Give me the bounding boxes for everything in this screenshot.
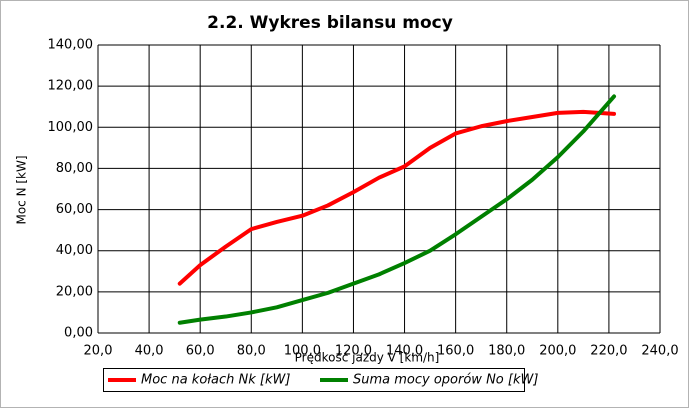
x-tick-label: 200,0 [539,344,576,359]
y-tick-label: 60,00 [56,202,93,217]
x-tick-label: 60,0 [186,344,215,359]
y-tick-label: 120,00 [48,79,94,94]
x-tick-label: 220,0 [590,344,627,359]
x-axis-label: Prędkość jazdy V [km/h] [295,351,440,365]
x-tick-label: 20,0 [84,344,113,359]
x-tick-label: 180,0 [488,344,525,359]
y-tick-label: 0,00 [64,326,93,341]
series-line [177,109,617,286]
y-tick-label: 20,00 [56,284,93,299]
x-tick-label: 140,0 [386,344,423,359]
legend-box [103,368,525,392]
chart-title: 2.2. Wykres bilansu mocy [207,13,453,33]
y-tick-label: 40,00 [56,243,93,258]
x-tick-label: 120,0 [335,344,372,359]
x-tick-label: 40,0 [135,344,164,359]
y-tick-label: 80,00 [56,161,93,176]
x-tick-label: 160,0 [437,344,474,359]
x-tick-label: 100,0 [284,344,321,359]
x-tick-label: 240,0 [641,344,678,359]
y-tick-label: 100,00 [48,120,94,135]
y-tick-label: 140,00 [48,38,94,53]
y-axis-label: Moc N [kW] [15,155,29,224]
legend-label: Suma mocy oporów No [kW] [353,373,538,388]
legend-label: Moc na kołach Nk [kW] [141,373,290,388]
x-tick-label: 80,0 [237,344,266,359]
series-line [177,94,617,325]
